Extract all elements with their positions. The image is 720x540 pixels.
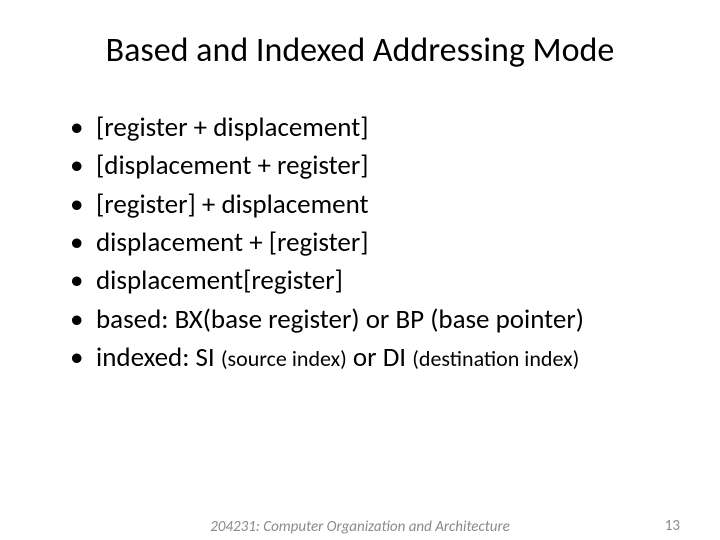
- bullet-text: displacement + [register]: [96, 226, 369, 259]
- bullet-item: [register + displacement]: [70, 109, 680, 147]
- bullet-text-small: (source index): [221, 345, 347, 372]
- bullet-text: [register + displacement]: [96, 111, 369, 144]
- footer-page-number: 13: [665, 517, 680, 535]
- bullet-text-mid: or DI: [347, 341, 412, 374]
- bullet-text: displacement[register]: [96, 264, 343, 297]
- bullet-item: displacement[register]: [70, 262, 680, 300]
- bullet-item: [displacement + register]: [70, 147, 680, 185]
- bullet-item: indexed: SI (source index) or DI (destin…: [70, 339, 680, 377]
- bullet-text-small: (destination index): [412, 345, 579, 372]
- slide-title: Based and Indexed Addressing Mode: [40, 30, 680, 71]
- bullet-text: [displacement + register]: [96, 149, 369, 182]
- footer-course: 204231: Computer Organization and Archit…: [0, 518, 720, 536]
- bullet-item: based: BX(base register) or BP (base poi…: [70, 301, 680, 339]
- bullet-text-lead: indexed: SI: [96, 341, 221, 374]
- bullet-text: based: BX(base register) or BP (base poi…: [96, 303, 584, 336]
- bullet-item: displacement + [register]: [70, 224, 680, 262]
- bullet-list: [register + displacement] [displacement …: [40, 109, 680, 377]
- bullet-item: [register] + displacement: [70, 186, 680, 224]
- bullet-text: [register] + displacement: [96, 188, 369, 221]
- slide: Based and Indexed Addressing Mode [regis…: [0, 0, 720, 540]
